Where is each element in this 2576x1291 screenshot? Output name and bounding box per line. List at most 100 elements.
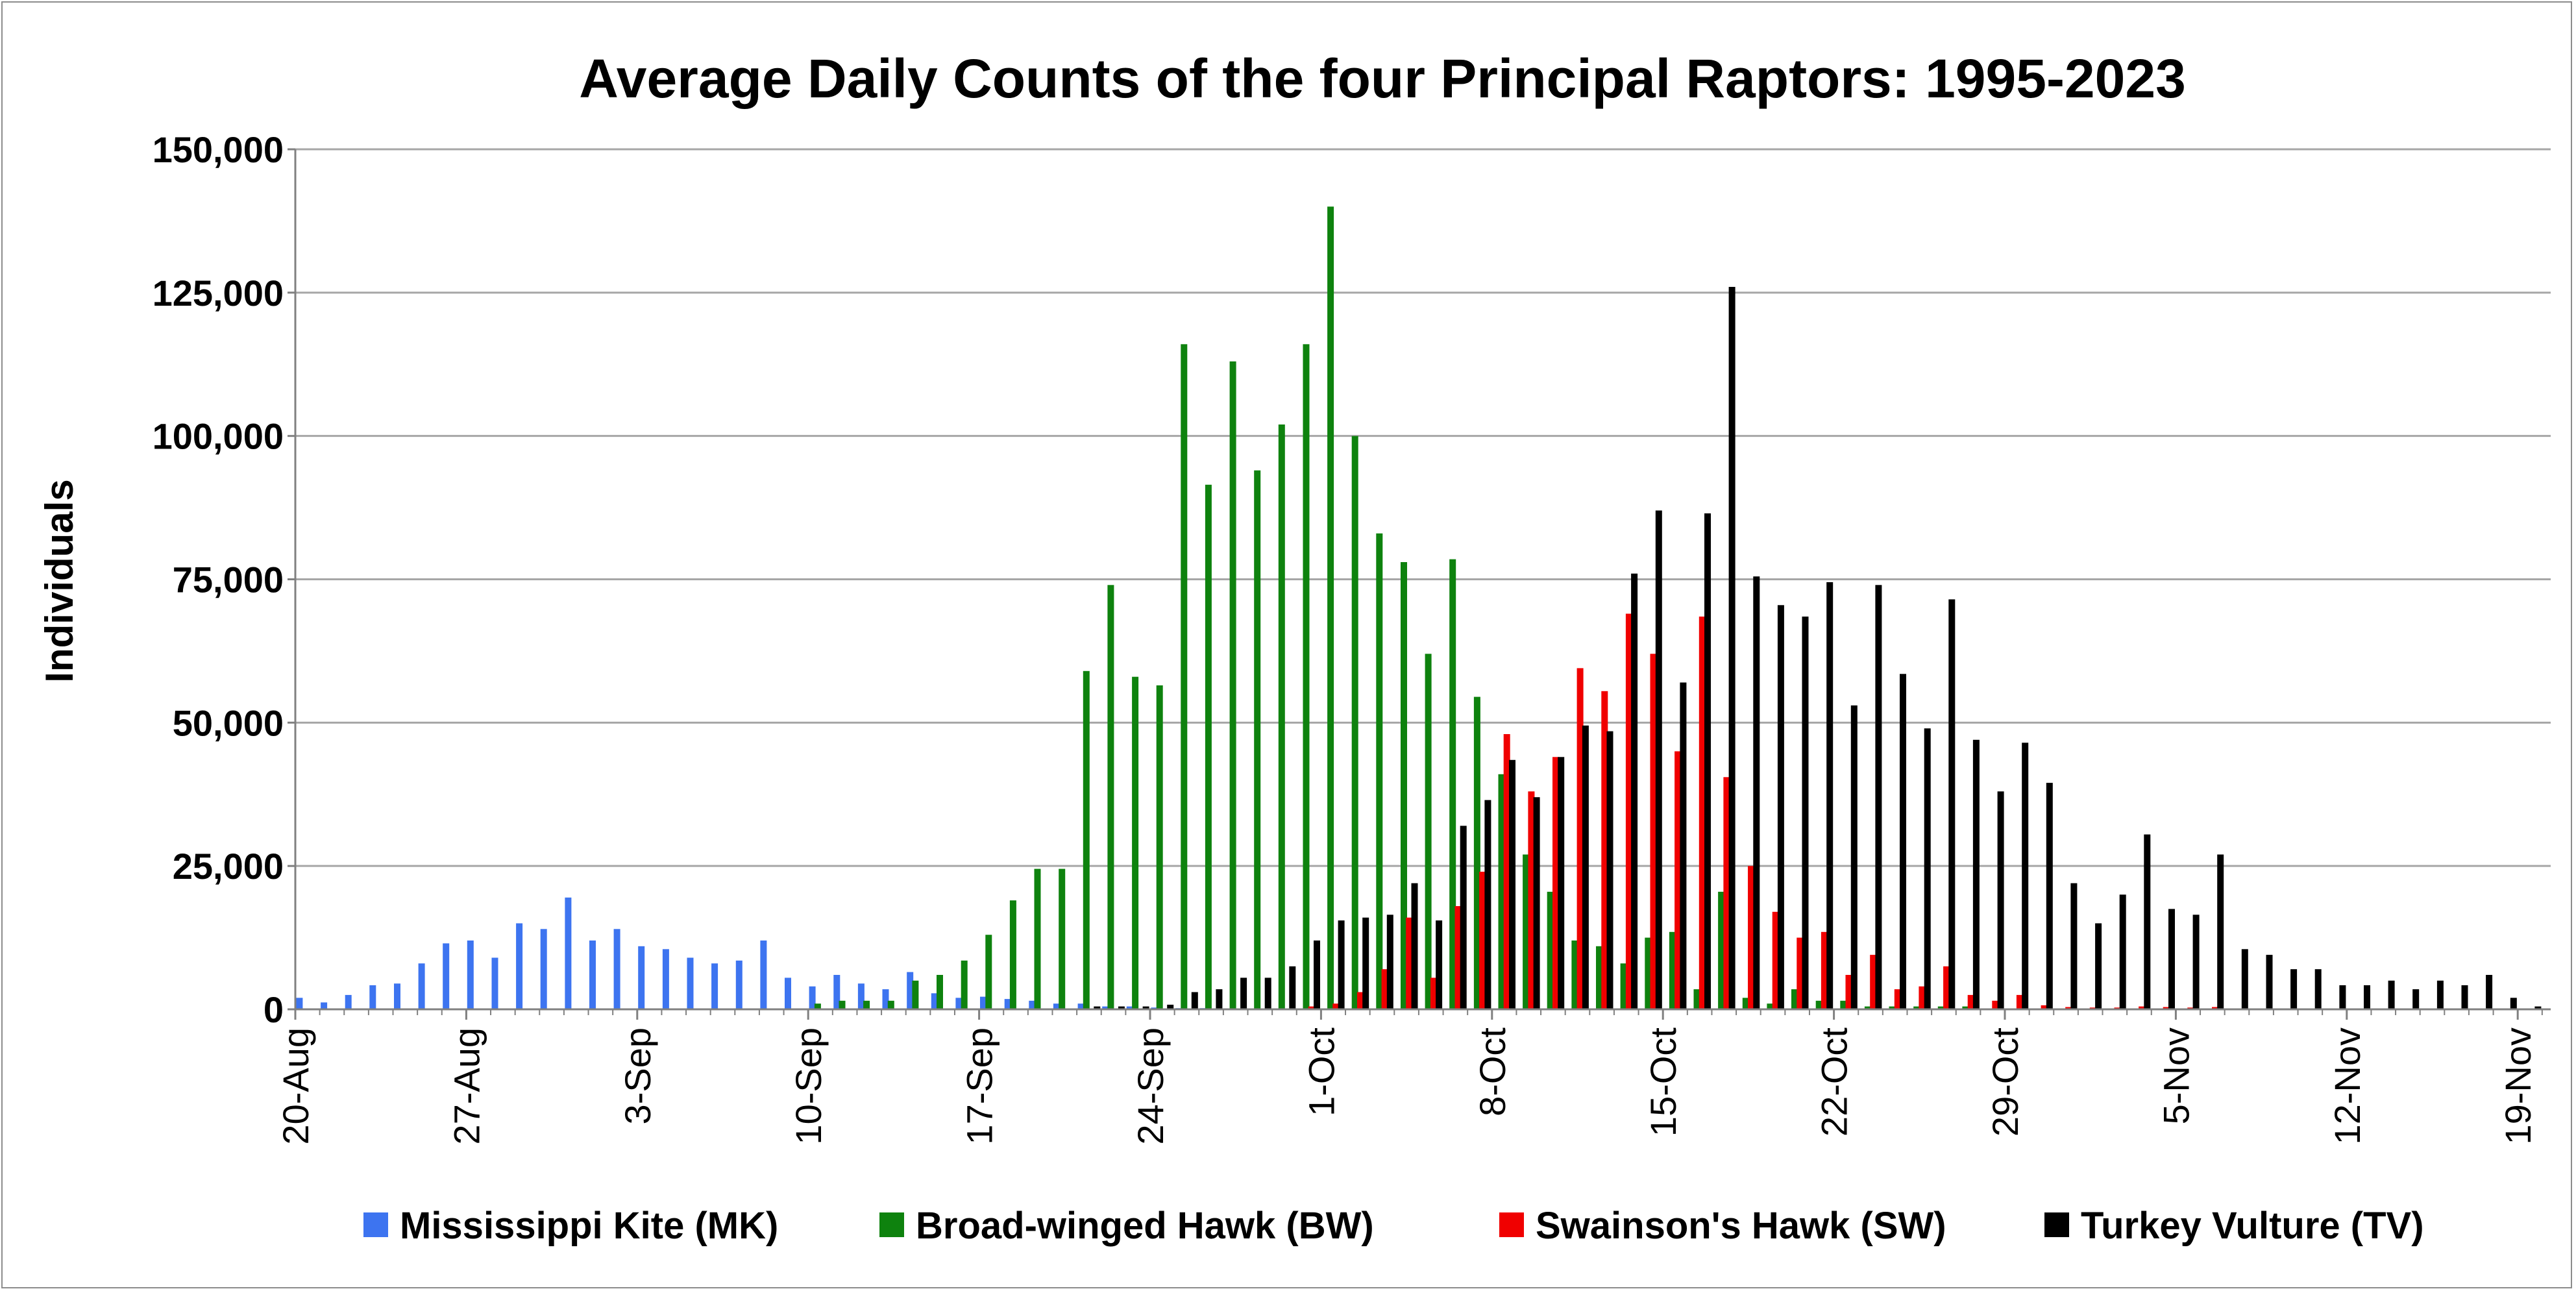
y-tick-label: 100,000 [153,416,284,457]
legend-label: Swainson's Hawk (SW) [1536,1205,1946,1247]
bar [1558,757,1565,1009]
bar [1742,998,1749,1009]
bar [1473,696,1480,1009]
bar [1533,797,1540,1009]
bar [2095,923,2102,1009]
y-tick-label: 125,000 [153,273,284,314]
bar [1777,605,1784,1010]
x-tick-label: 17-Sep [959,1027,1000,1145]
x-tick-label: 15-Oct [1643,1027,1684,1137]
bar [638,946,645,1009]
bar [1889,1006,1896,1009]
bar [2241,949,2248,1010]
bar [1864,1006,1871,1009]
bar [1992,1000,1999,1010]
bar [1802,616,1809,1009]
bar [1826,582,1834,1009]
bar [394,983,400,1010]
bar [1332,1003,1340,1009]
bar [2290,969,2298,1009]
bar [1381,969,1388,1009]
bar [1625,613,1632,1009]
bar [565,897,572,1010]
bar [1411,883,1418,1009]
bar [1107,585,1114,1009]
bar [1528,791,1535,1009]
bar [955,998,963,1009]
bar [1449,559,1456,1009]
bar [345,994,352,1009]
bar [2510,998,2517,1009]
bar [1460,826,1467,1009]
bar [1029,1000,1036,1010]
legend-swatch [1499,1212,1524,1237]
bar [1601,691,1608,1010]
x-tick-label: 19-Nov [2497,1027,2538,1145]
series-3 [1094,287,2542,1010]
bar [2436,980,2444,1009]
legend-label: Broad-winged Hawk (BW) [916,1205,1374,1247]
bar [2314,969,2322,1009]
bar [2339,985,2346,1009]
bar [1606,731,1613,1009]
bar [1913,1006,1920,1009]
bar [2388,980,2395,1009]
bar [1728,287,1736,1009]
series-0 [296,897,1280,1010]
bar [1034,868,1041,1009]
bar [1362,917,1369,1009]
bar [443,943,450,1009]
bar [1126,1006,1133,1009]
bar [1894,989,1901,1009]
bar [1924,728,1931,1009]
bar [2139,1006,2146,1009]
bar [1919,986,1926,1009]
bar [1845,975,1852,1009]
bar [2217,854,2224,1009]
bar [1004,999,1011,1009]
bar [1303,344,1310,1009]
bar [662,949,669,1010]
axes [294,149,2551,1011]
x-tick-label: 20-Aug [275,1027,316,1145]
bar [1900,674,1906,1010]
bar [1132,676,1139,1009]
x-tick-label: 22-Oct [1814,1027,1855,1137]
bar [2364,985,2370,1009]
y-tick-label: 0 [264,989,284,1030]
bar [1674,751,1682,1009]
bar [2266,955,2273,1009]
bar [760,941,767,1009]
gridlines [295,148,2551,867]
bar [1948,599,1956,1009]
legend-label: Mississippi Kite (MK) [400,1205,778,1247]
bar [1875,585,1882,1009]
bar [1840,1000,1847,1010]
x-tick-label: 12-Nov [2327,1027,2368,1145]
bar [2065,1007,2072,1009]
bar [1156,685,1163,1009]
bar [1059,868,1066,1009]
bar [1484,800,1491,1009]
bar [1552,757,1559,1009]
bar [1216,989,1223,1009]
bar [1338,920,1345,1009]
bar [1509,759,1515,1010]
bar [1645,937,1652,1009]
bar [1053,1003,1060,1009]
x-tick-label: 27-Aug [446,1027,487,1145]
x-axis-ticks: 20-Aug 27-Aug 3-Sep 10-Sep 17-Sep 24-Sep 1-Oct… [275,1009,2543,1145]
bar [912,980,919,1009]
legend: Mississippi Kite (MK) Broad-winged Hawk (… [363,1205,2424,1247]
bar [296,998,303,1009]
bar [1748,866,1754,1009]
bar [2168,909,2175,1009]
bar [1308,1006,1315,1009]
bar [1576,668,1584,1009]
bar [1571,941,1578,1009]
y-tick-label: 25,000 [173,846,284,887]
bar [687,957,694,1009]
bar [1254,470,1261,1009]
